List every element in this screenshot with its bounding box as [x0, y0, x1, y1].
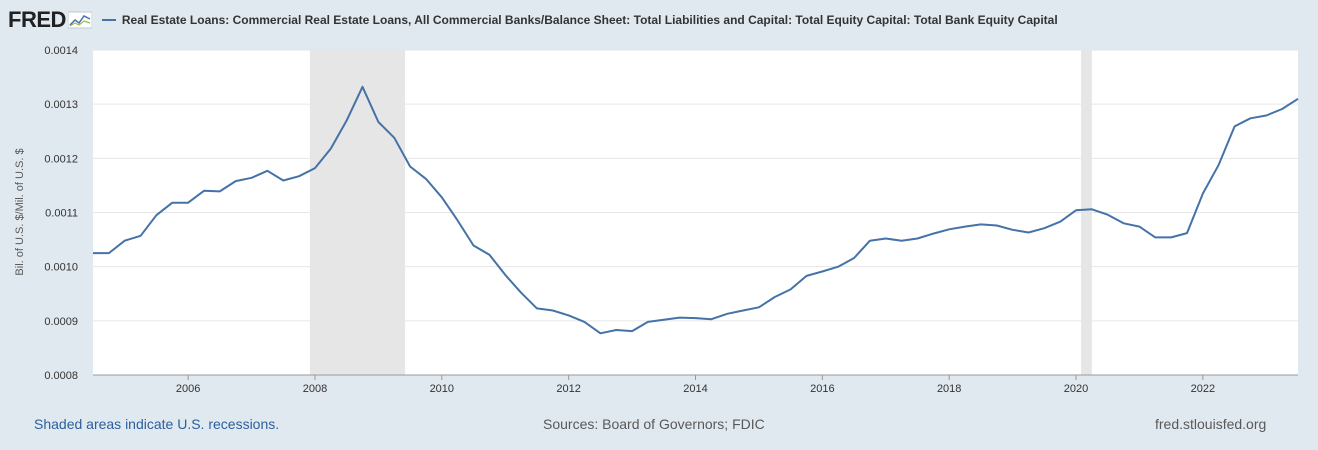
- y-tick-label: 0.0013: [44, 99, 78, 111]
- site-link[interactable]: fred.stlouisfed.org: [1155, 416, 1267, 432]
- y-axis-label: Bil. of U.S. $/Mil. of U.S. $: [14, 148, 26, 275]
- plot-area: 0.0008 0.0009 0.0010 0.0011 0.0012 0.0013 0.00…: [44, 45, 1299, 395]
- sources-text: Sources: Board of Governors; FDIC: [543, 416, 765, 432]
- x-tick-label: 2018: [937, 383, 961, 395]
- legend-line-swatch: [101, 19, 116, 21]
- chart-header: FRED Real Estate Loans: Commercial Real …: [8, 6, 1058, 34]
- y-tick-label: 0.0012: [44, 153, 78, 165]
- fred-graph-icon: [67, 11, 92, 29]
- x-tick-label: 2008: [303, 383, 327, 395]
- x-tick-label: 2016: [810, 383, 834, 395]
- legend-label: Real Estate Loans: Commercial Real Estat…: [121, 13, 1058, 27]
- fred-logo[interactable]: FRED: [8, 7, 66, 32]
- x-tick-label: 2020: [1064, 383, 1088, 395]
- line-chart: Bil. of U.S. $/Mil. of U.S. $ 0.00080.00…: [14, 45, 1299, 395]
- y-tick-label: 0.0009: [44, 316, 78, 328]
- series-line: [93, 85, 1299, 335]
- x-tick-label: 2010: [430, 383, 454, 395]
- y-tick-label: 0.0008: [44, 370, 78, 382]
- x-tick-label: 2012: [556, 383, 580, 395]
- recession-note[interactable]: Shaded areas indicate U.S. recessions.: [34, 416, 280, 432]
- y-tick-label: 0.0011: [45, 208, 78, 220]
- x-tick-label: 2006: [176, 383, 200, 395]
- y-tick-label: 0.0014: [44, 45, 78, 57]
- x-tick-label: 2022: [1191, 383, 1215, 395]
- x-tick-label: 2014: [683, 383, 707, 395]
- y-tick-label: 0.0010: [44, 262, 78, 274]
